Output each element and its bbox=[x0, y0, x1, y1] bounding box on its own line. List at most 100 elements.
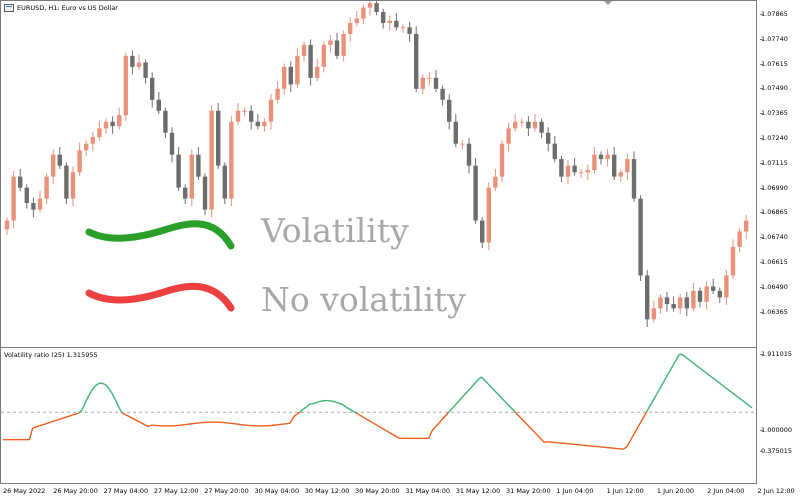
candle[interactable] bbox=[592, 147, 597, 174]
candle[interactable] bbox=[216, 103, 221, 169]
candle[interactable] bbox=[678, 294, 683, 314]
candle[interactable] bbox=[394, 13, 399, 31]
candle[interactable] bbox=[519, 118, 524, 128]
candle[interactable] bbox=[711, 278, 716, 295]
candle[interactable] bbox=[295, 48, 300, 88]
candle[interactable] bbox=[77, 142, 82, 176]
candle[interactable] bbox=[526, 116, 531, 137]
candle[interactable] bbox=[730, 239, 736, 279]
chart-shift-marker-icon[interactable] bbox=[604, 1, 612, 5]
candle[interactable] bbox=[169, 127, 175, 163]
candle[interactable] bbox=[183, 184, 188, 205]
candle[interactable] bbox=[328, 35, 333, 53]
candle[interactable] bbox=[348, 17, 353, 42]
candle[interactable] bbox=[229, 116, 234, 207]
candle[interactable] bbox=[334, 32, 340, 60]
candle[interactable] bbox=[24, 184, 29, 209]
candle[interactable] bbox=[70, 166, 76, 207]
time-axis[interactable]: 26 May 2022 26 May 20:00 27 May 04:00 27 Ma… bbox=[0, 484, 800, 500]
candle[interactable] bbox=[724, 269, 729, 306]
candle[interactable] bbox=[691, 283, 696, 312]
candle[interactable] bbox=[658, 294, 663, 314]
candle[interactable] bbox=[572, 157, 577, 176]
candle[interactable] bbox=[427, 72, 432, 86]
candle[interactable] bbox=[486, 182, 491, 251]
candle[interactable] bbox=[466, 138, 472, 174]
candle[interactable] bbox=[493, 168, 498, 191]
candle[interactable] bbox=[546, 127, 551, 152]
indicator-axis[interactable]: 1.911015 1.000000 0.375015 bbox=[757, 347, 800, 484]
candle[interactable] bbox=[249, 105, 254, 130]
candle[interactable] bbox=[222, 162, 227, 205]
indicator-panel[interactable]: Volatility ratio (25) 1.315955 bbox=[0, 347, 757, 484]
candle[interactable] bbox=[117, 107, 122, 130]
candle[interactable] bbox=[176, 147, 181, 191]
candle[interactable] bbox=[684, 291, 689, 317]
candle[interactable] bbox=[354, 10, 359, 27]
candle[interactable] bbox=[420, 74, 425, 95]
candle[interactable] bbox=[315, 59, 320, 82]
candle[interactable] bbox=[585, 164, 590, 180]
candle[interactable] bbox=[697, 287, 703, 308]
candle[interactable] bbox=[625, 153, 630, 180]
candle[interactable] bbox=[400, 24, 406, 33]
candle[interactable] bbox=[671, 296, 676, 312]
candle[interactable] bbox=[559, 155, 564, 183]
candle[interactable] bbox=[57, 147, 62, 169]
candle[interactable] bbox=[374, 1, 379, 16]
candle[interactable] bbox=[123, 52, 128, 121]
candle[interactable] bbox=[638, 195, 643, 281]
candle[interactable] bbox=[90, 131, 95, 152]
volatility-ratio-chart[interactable] bbox=[1, 348, 757, 484]
candle[interactable] bbox=[717, 287, 722, 303]
candle[interactable] bbox=[361, 4, 366, 25]
candle[interactable] bbox=[737, 228, 742, 253]
candle[interactable] bbox=[480, 217, 485, 249]
candle[interactable] bbox=[103, 118, 109, 134]
candle[interactable] bbox=[189, 149, 194, 207]
candle[interactable] bbox=[163, 107, 168, 139]
candle[interactable] bbox=[288, 61, 293, 93]
candle[interactable] bbox=[645, 269, 650, 328]
candle[interactable] bbox=[473, 157, 478, 224]
candle[interactable] bbox=[97, 120, 102, 141]
candle[interactable] bbox=[381, 8, 386, 29]
price-chart-panel[interactable]: EURUSD, H1: Euro vs US Dollar Volatility… bbox=[0, 0, 757, 348]
candle[interactable] bbox=[301, 41, 307, 62]
candle[interactable] bbox=[664, 291, 670, 312]
candle[interactable] bbox=[143, 59, 148, 84]
candle[interactable] bbox=[255, 114, 260, 130]
candle[interactable] bbox=[37, 190, 43, 213]
candle[interactable] bbox=[513, 114, 518, 132]
candle[interactable] bbox=[150, 72, 155, 108]
candle[interactable] bbox=[744, 215, 749, 240]
candle[interactable] bbox=[552, 136, 557, 163]
candle[interactable] bbox=[156, 92, 161, 115]
candle[interactable] bbox=[387, 15, 392, 31]
candle[interactable] bbox=[651, 300, 656, 323]
candle[interactable] bbox=[321, 41, 326, 73]
candle[interactable] bbox=[579, 168, 584, 178]
candle[interactable] bbox=[4, 217, 10, 235]
candle[interactable] bbox=[460, 140, 465, 150]
candle[interactable] bbox=[11, 171, 16, 229]
candle[interactable] bbox=[341, 30, 346, 62]
candle[interactable] bbox=[136, 54, 142, 71]
candle[interactable] bbox=[618, 168, 623, 183]
candle[interactable] bbox=[44, 173, 49, 205]
candle[interactable] bbox=[433, 70, 439, 93]
candle[interactable] bbox=[242, 107, 247, 117]
candle[interactable] bbox=[565, 160, 571, 185]
price-axis[interactable]: 1.07865 1.07740 1.07615 1.07490 1.07365 1.072… bbox=[757, 0, 800, 348]
candle[interactable] bbox=[282, 63, 287, 95]
candle[interactable] bbox=[268, 94, 274, 130]
candle[interactable] bbox=[235, 103, 241, 126]
candle[interactable] bbox=[532, 114, 538, 132]
candle[interactable] bbox=[202, 173, 208, 216]
candle[interactable] bbox=[506, 122, 511, 152]
candle[interactable] bbox=[612, 147, 617, 180]
candle[interactable] bbox=[209, 105, 214, 218]
candle[interactable] bbox=[414, 26, 419, 93]
candle[interactable] bbox=[499, 140, 505, 183]
candle[interactable] bbox=[447, 94, 452, 130]
